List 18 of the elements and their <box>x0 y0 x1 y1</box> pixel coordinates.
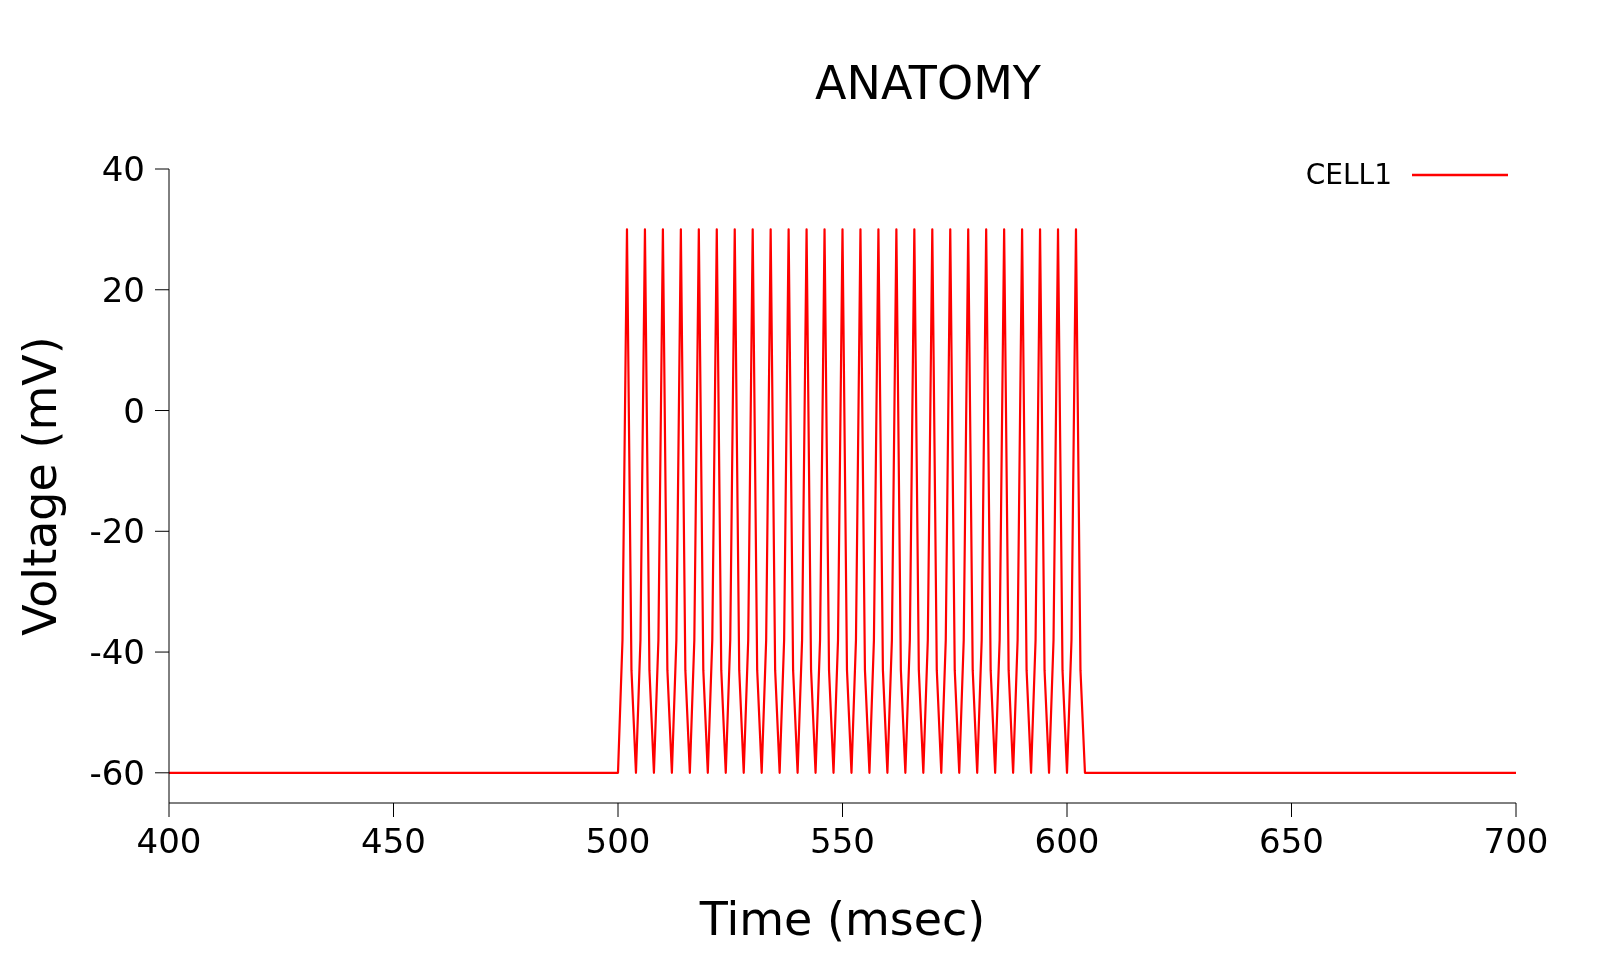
y-tick-label: 20 <box>101 269 145 310</box>
y-tick-label: -40 <box>89 632 145 673</box>
x-tick-label: 550 <box>810 821 875 862</box>
y-axis-title: Voltage (mV) <box>13 336 68 636</box>
x-tick-label: 500 <box>585 821 651 862</box>
y-tick-label: 0 <box>123 390 145 431</box>
x-tick-label: 700 <box>1483 821 1549 862</box>
line-series <box>169 228 1516 774</box>
y-tick-label: -60 <box>89 752 145 793</box>
x-tick-label: 650 <box>1259 821 1324 862</box>
chart-title: ANATOMY <box>814 56 1042 110</box>
legend-label: CELL1 <box>1305 158 1392 191</box>
x-tick-label: 600 <box>1034 821 1100 862</box>
x-tick-label: 400 <box>136 821 202 862</box>
y-tick-label: -20 <box>89 511 145 552</box>
x-tick-label: 450 <box>361 821 426 862</box>
y-tick-label: 40 <box>101 149 145 190</box>
x-axis-title: Time (msec) <box>698 892 986 946</box>
